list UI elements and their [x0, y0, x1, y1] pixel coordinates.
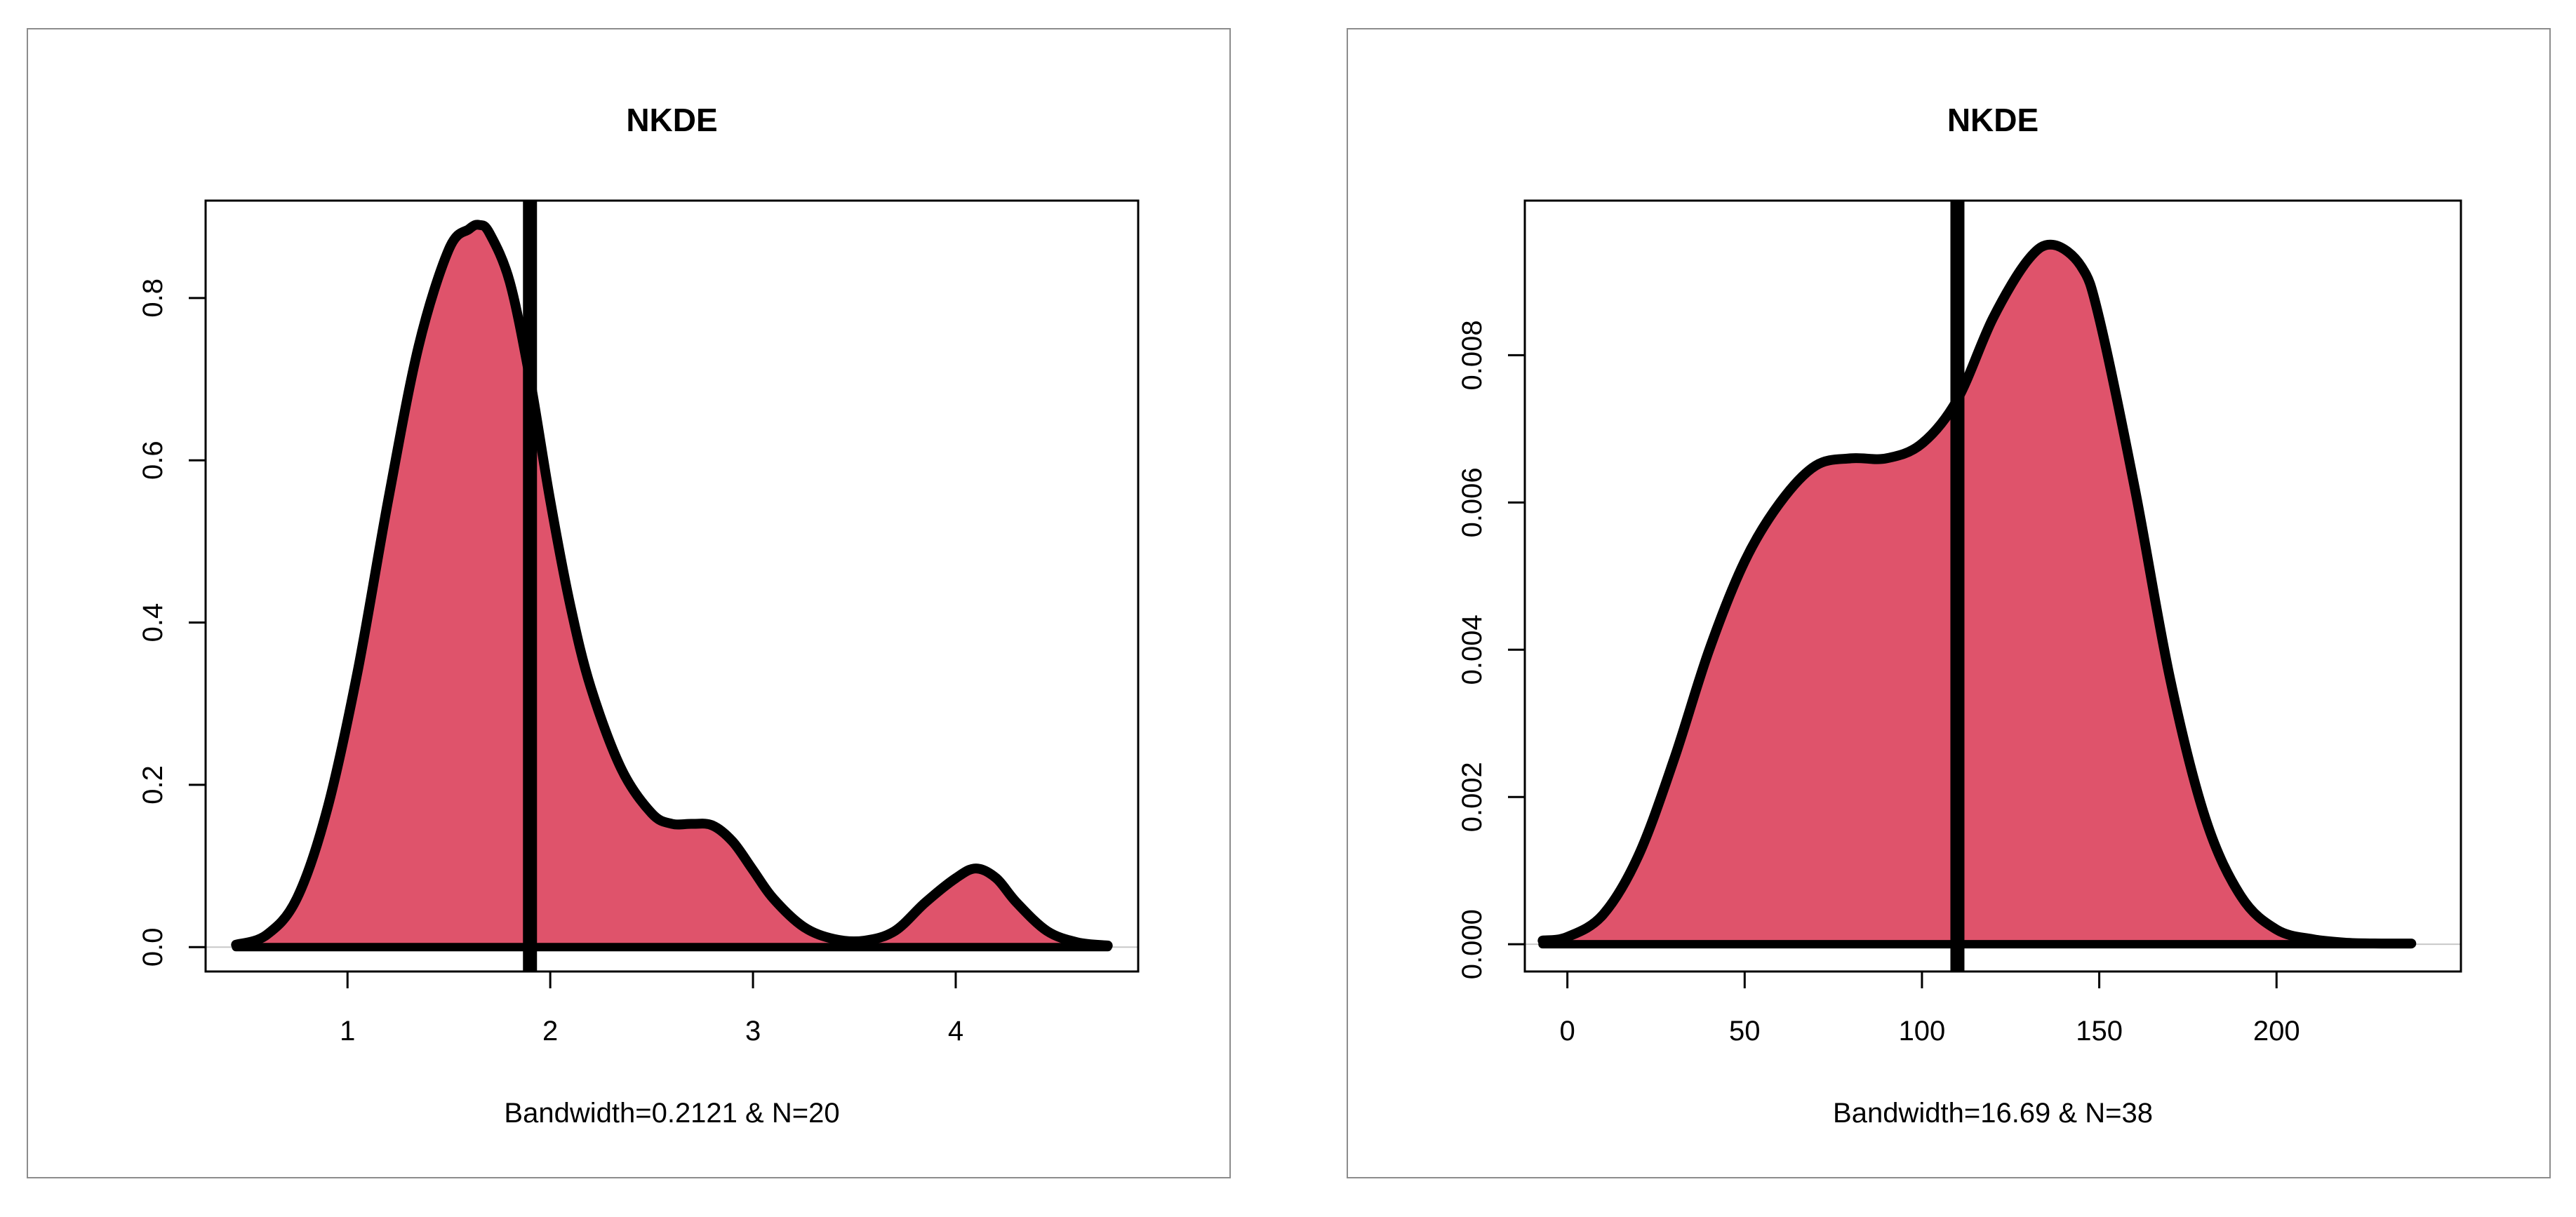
chart-title: NKDE — [1947, 102, 2038, 138]
density-area — [1542, 244, 2412, 945]
y-tick-label: 0.6 — [138, 441, 168, 480]
x-tick-label: 1 — [340, 1016, 355, 1047]
density-area — [236, 224, 1108, 948]
chart-left: NKDE 1 2 3 4 0.0 0.2 0.4 0.6 0.8 Bandwidth=0.2121 … — [138, 102, 1140, 1129]
density-line — [1537, 239, 2417, 949]
y-tick-label: 0.002 — [1457, 762, 1488, 832]
chart-right: NKDE 0 50 100 150 200 0.000 0.002 0.004 0.006 0.00… — [1457, 102, 2462, 1129]
x-tick-label: 2 — [542, 1016, 558, 1047]
x-tick-label: 150 — [2076, 1016, 2123, 1047]
y-tick-label: 0.4 — [138, 603, 168, 643]
plot-frame — [1523, 199, 2462, 973]
x-tick-label: 50 — [1729, 1016, 1761, 1047]
y-tick-label: 0.8 — [138, 278, 168, 318]
x-tick-label: 3 — [745, 1016, 761, 1047]
y-tick-label: 0.000 — [1457, 909, 1488, 979]
chart-panel-left: NKDE 1 2 3 4 0.0 0.2 0.4 0.6 0.8 Bandwidth=0.2121 … — [27, 28, 1231, 1178]
y-tick-label: 0.2 — [138, 765, 168, 805]
x-tick-label: 4 — [948, 1016, 963, 1047]
x-axis-label: Bandwidth=16.69 & N=38 — [1833, 1098, 2153, 1129]
chart-panel-right: NKDE 0 50 100 150 200 0.000 0.002 0.004 0.006 0.00… — [1347, 28, 2551, 1178]
y-tick-label: 0.008 — [1457, 320, 1488, 390]
chart-title: NKDE — [626, 102, 717, 138]
plot-frame — [204, 199, 1140, 973]
y-tick-label: 0.004 — [1457, 614, 1488, 685]
x-tick-label: 200 — [2253, 1016, 2300, 1047]
x-axis-label: Bandwidth=0.2121 & N=20 — [504, 1098, 839, 1129]
density-line — [231, 220, 1113, 950]
x-tick-label: 0 — [1560, 1016, 1575, 1047]
x-tick-label: 100 — [1899, 1016, 1946, 1047]
y-tick-label: 0.0 — [138, 927, 168, 967]
y-tick-label: 0.006 — [1457, 467, 1488, 537]
